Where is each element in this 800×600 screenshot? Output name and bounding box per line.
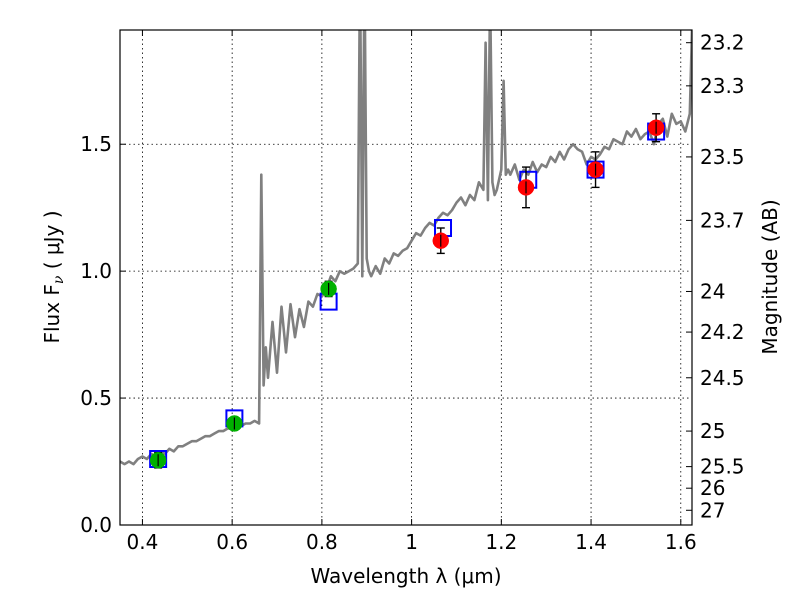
y2-tick-label: 24 <box>700 279 725 303</box>
x-tick-label: 0.4 <box>127 530 159 554</box>
y2-tick-label: 23.7 <box>700 208 745 232</box>
y-axis-label-subscript: ν <box>51 275 67 284</box>
y-tick-label: 1.5 <box>80 132 112 156</box>
y2-tick-label: 25.5 <box>700 455 745 479</box>
x-tick-label: 0.8 <box>306 530 338 554</box>
x-tick-label: 1.4 <box>575 530 607 554</box>
y2-tick-label: 23.2 <box>700 31 745 55</box>
y-axis-label-unit: ( μJy ) <box>40 210 64 275</box>
y-axis-label-main: Flux F <box>40 284 64 343</box>
x-tick-label: 1 <box>405 530 418 554</box>
x-tick-label: 1.6 <box>665 530 697 554</box>
y-tick-label: 1.0 <box>80 259 112 283</box>
y-tick-label: 0.0 <box>80 513 112 537</box>
y2-tick-label: 24.2 <box>700 320 745 344</box>
y2-tick-label: 23.3 <box>700 74 745 98</box>
y2-tick-label: 25 <box>700 419 725 443</box>
x-axis-label: Wavelength λ (μm) <box>310 564 501 588</box>
y2-tick-label: 23.5 <box>700 145 745 169</box>
y-axis-label: Flux Fν ( μJy ) <box>40 210 67 343</box>
y2-tick-label: 27 <box>700 498 725 522</box>
y2-tick-label: 26 <box>700 476 725 500</box>
tick-layer: 0.4 0.6 0.8 1 1.2 1.4 1.6 0.0 0.5 1.0 1.5 23.2 23.3 2… <box>80 30 745 554</box>
grid-layer <box>120 30 692 526</box>
x-tick-label: 1.2 <box>485 530 517 554</box>
y2-tick-label: 24.5 <box>700 366 745 390</box>
series-layer <box>120 30 692 469</box>
y-tick-label: 0.5 <box>80 386 112 410</box>
spectrum-line <box>120 30 692 466</box>
y2-axis-label: Magnitude (AB) <box>758 199 782 354</box>
plot-frame <box>119 29 693 526</box>
x-tick-label: 0.6 <box>216 530 248 554</box>
